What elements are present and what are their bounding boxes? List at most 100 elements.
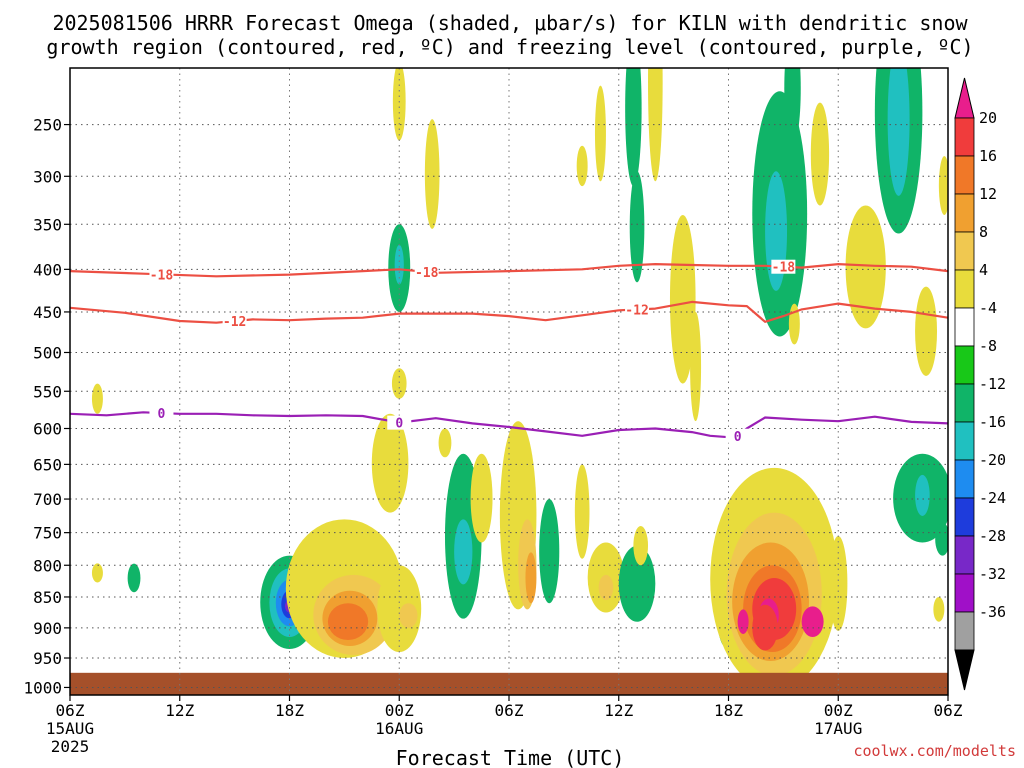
omega-cell [525,552,537,604]
omega-cell [392,68,406,141]
omega-cell [791,195,805,252]
x-tick-date: 16AUG [375,719,423,738]
omega-cell [377,565,422,653]
omega-cell [625,68,642,187]
colorbar-label: -36 [979,603,1006,621]
omega-cell [648,68,663,182]
omega-cell [784,68,801,146]
chart-title-line-1: 2025081506 HRRR Forecast Omega (shaded, … [52,11,968,35]
y-tick-label: 250 [33,116,62,135]
contour-label-bg [414,264,439,279]
x-tick-label: 00Z [824,701,853,720]
x-axis-label: Forecast Time (UTC) [396,746,625,768]
x-tick-label: 12Z [604,701,633,720]
colorbar-label: 4 [979,261,988,279]
contour-line [70,411,948,439]
colorbar-label: -24 [979,489,1006,507]
colorbar-segment [954,611,975,651]
colorbar-segment [954,535,975,575]
omega-cell [394,244,404,285]
grid-lines [70,68,948,695]
temperature-contours: -18 -18 -18 -12 -12 0 0 0 [70,259,948,445]
colorbar-segment [954,459,975,499]
contour-label: -18 [150,268,174,283]
y-tick-label: 650 [33,455,62,474]
y-tick-label: 550 [33,382,62,401]
omega-cell [887,68,910,196]
colorbar: 20 16 12 8 4 -4 -8 -12 -16 -20 -24 -28 -32 -36 [954,77,1006,691]
omega-cell [690,311,702,422]
y-axis-ticks: 250 300 350 400 450 500 550 600 650 700 750 800 850 9… [23,116,70,697]
omega-cell [576,145,588,187]
contour-label: -12 [223,315,246,330]
omega-cell [594,85,606,182]
omega-cell [801,606,824,637]
contour-label: 0 [158,407,166,422]
colorbar-segment [954,231,975,271]
contour-line [70,300,948,324]
omega-cell [933,596,945,622]
x-tick-label: 06Z [934,701,963,720]
omega-cell [938,156,948,215]
colorbar-label: 20 [979,109,997,127]
omega-cell [327,603,369,641]
contour-label-bg [222,314,247,329]
y-tick-label: 350 [33,215,62,234]
y-tick-label: 700 [33,490,62,509]
ground-surface [70,672,948,695]
omega-cell [91,383,103,414]
contour-label-bg [149,406,174,421]
contour-label: -18 [415,266,439,281]
omega-cell [845,205,886,329]
colorbar-segment [954,345,975,385]
omega-cell [470,453,493,543]
omega-cell [438,428,452,458]
colorbar-bottom-arrow [954,649,975,691]
y-tick-label: 500 [33,343,62,362]
colorbar-label: -20 [979,451,1006,469]
y-tick-label: 450 [33,303,62,322]
omega-cell [669,214,696,384]
omega-cell [371,413,409,513]
colorbar-label: 12 [979,185,997,203]
colorbar-segment [954,573,975,613]
contour-label-bg [149,267,174,282]
colorbar-label: 8 [979,223,988,241]
x-tick-date: 17AUG [814,719,862,738]
omega-cell [127,563,141,593]
contour-label: -12 [625,303,648,318]
contour-label: 0 [734,430,742,445]
colorbar-segment [954,269,975,309]
colorbar-label: 16 [979,147,997,165]
colorbar-segment [954,155,975,195]
colorbar-label: -4 [979,299,997,317]
omega-cell [574,464,590,559]
omega-cell [424,119,440,229]
omega-cell [915,286,938,376]
omega-cell [91,563,103,583]
y-tick-label: 850 [33,588,62,607]
colorbar-segment [954,193,975,233]
colorbar-segment [954,421,975,461]
x-tick-label: 18Z [275,701,304,720]
omega-cell [399,603,418,628]
y-tick-label: 750 [33,524,62,543]
x-tick-date: 15AUG [46,719,94,738]
x-tick-label: 06Z [495,701,524,720]
colorbar-segment [954,383,975,423]
omega-cell [618,545,656,622]
contour-label-bg [387,415,412,430]
contour-label: -18 [772,261,796,276]
y-tick-label: 800 [33,556,62,575]
chart-title-line-2: growth region (contoured, red, ºC) and f… [46,35,973,59]
y-tick-label: 950 [33,649,62,668]
y-tick-label: 600 [33,419,62,438]
omega-cell [915,474,930,516]
colorbar-label: -12 [979,375,1006,393]
colorbar-segment [954,497,975,537]
contour-label-bg [725,428,750,443]
omega-cell [829,535,848,631]
omega-cell [737,609,749,634]
x-tick-label: 18Z [714,701,743,720]
